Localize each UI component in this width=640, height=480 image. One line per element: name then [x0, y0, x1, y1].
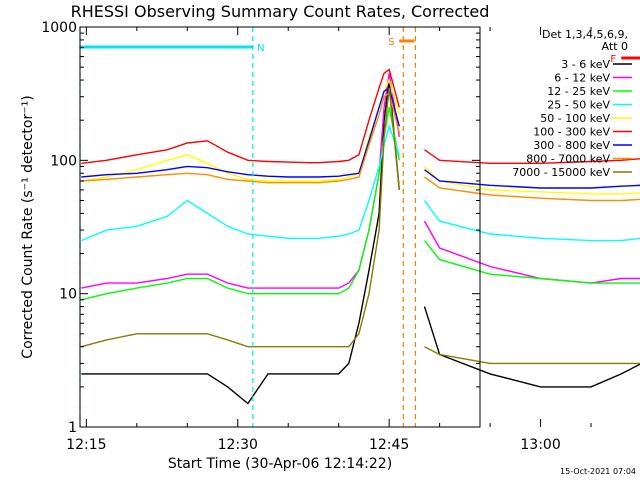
series-line-6 [81, 68, 640, 164]
series-lines [81, 68, 640, 405]
legend-label-7: 300 - 800 keV [533, 139, 610, 152]
legend-title-line-1: Det 1,3,4,5,6,9, [542, 28, 628, 41]
series-line-1 [81, 80, 640, 405]
x-tick-label-3: 12:45 [369, 437, 409, 453]
series-line-4 [81, 123, 640, 242]
flag-label-S: S [388, 37, 394, 48]
legend-label-1: 3 - 6 keV [561, 58, 610, 71]
flag-bars: N S F [80, 37, 640, 65]
legend-label-9: 7000 - 15000 keV [512, 166, 610, 179]
axis-ticks: 12:1512:3012:4513:0013:1513:3013:4511010… [41, 20, 592, 453]
plot-frame [79, 26, 481, 428]
x-tick-label-1: 12:15 [66, 437, 106, 453]
legend-label-6: 100 - 300 keV [533, 126, 610, 139]
legend-label-5: 50 - 100 keV [540, 112, 610, 125]
y-tick-label-3: 100 [50, 153, 77, 169]
series-line-8 [81, 91, 640, 202]
x-tick-label-4: 13:00 [520, 437, 560, 453]
x-axis-label: Start Time (30-Apr-06 12:14:22) [168, 456, 392, 472]
legend-label-4: 25 - 50 keV [547, 99, 610, 112]
x-tick-label-2: 12:30 [218, 437, 258, 453]
series-line-7 [81, 86, 640, 189]
y-tick-label-4: 1000 [41, 20, 77, 36]
y-tick-label-1: 1 [68, 420, 77, 436]
legend-label-2: 6 - 12 keV [554, 72, 610, 85]
series-line-9 [81, 87, 640, 365]
flag-label-F: F [610, 54, 616, 65]
series-line-3 [81, 107, 640, 301]
chart-title: RHESSI Observing Summary Count Rates, Co… [71, 2, 490, 21]
legend-label-3: 12 - 25 keV [547, 85, 610, 98]
legend-title-line-2: Att 0 [602, 40, 628, 53]
flag-label-N: N [257, 43, 264, 54]
legend-label-8: 800 - 7000 keV [526, 153, 610, 166]
footer-date: 15-Oct-2021 07:04 [560, 467, 636, 476]
y-tick-label-2: 10 [59, 287, 77, 303]
y-axis-label: Corrected Count Rate (s⁻¹ detector⁻¹) [20, 95, 36, 358]
